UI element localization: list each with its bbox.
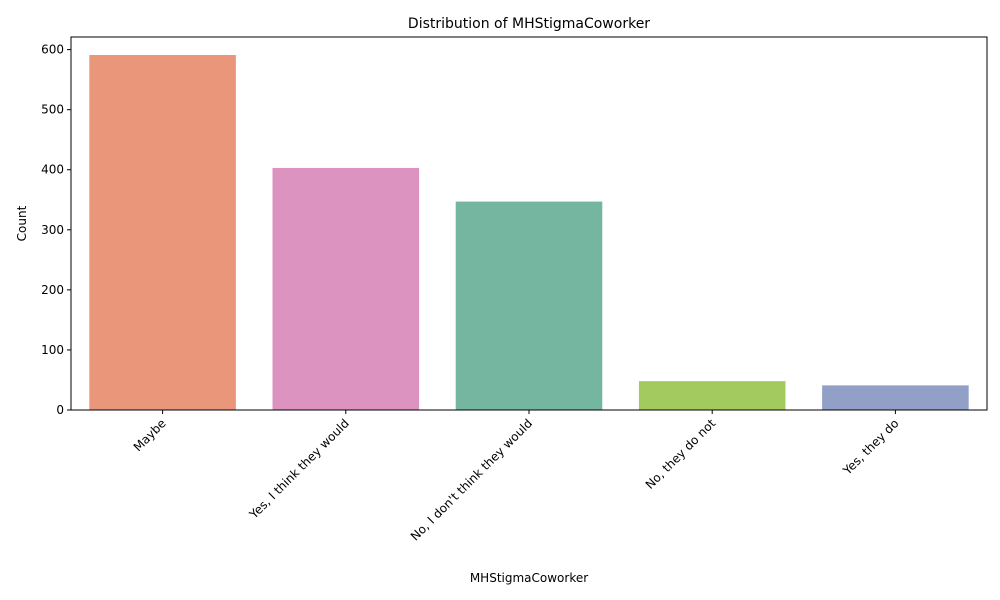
y-axis-ticks: 0 100 200 300 400 500 600 <box>41 43 71 417</box>
bar-1 <box>272 167 420 410</box>
bar-2 <box>455 201 603 410</box>
bar-3 <box>638 381 786 410</box>
y-tick-label: 500 <box>41 103 64 117</box>
y-axis-label: Count <box>15 205 29 241</box>
bar-4 <box>822 385 969 410</box>
chart-title: Distribution of MHStigmaCoworker <box>408 16 650 32</box>
y-tick-label: 400 <box>41 163 64 177</box>
x-tick-label: Yes, I think they would <box>246 416 352 522</box>
x-tick-label: Maybe <box>131 416 169 454</box>
y-tick-label: 0 <box>56 403 64 417</box>
y-tick-label: 200 <box>41 283 64 297</box>
bars-group <box>89 55 969 411</box>
x-tick-label: No, I don't think they would <box>408 416 535 543</box>
x-axis-ticks: Maybe Yes, I think they would No, I don't … <box>131 410 902 544</box>
plot-frame <box>70 36 988 411</box>
y-tick-label: 100 <box>41 343 64 357</box>
y-tick-label: 600 <box>41 43 64 57</box>
x-axis-label: MHStigmaCoworker <box>470 571 588 585</box>
x-tick-label: No, they do not <box>643 416 719 492</box>
y-tick-label: 300 <box>41 223 64 237</box>
bar-0 <box>89 55 236 411</box>
x-tick-label: Yes, they do <box>840 416 902 478</box>
